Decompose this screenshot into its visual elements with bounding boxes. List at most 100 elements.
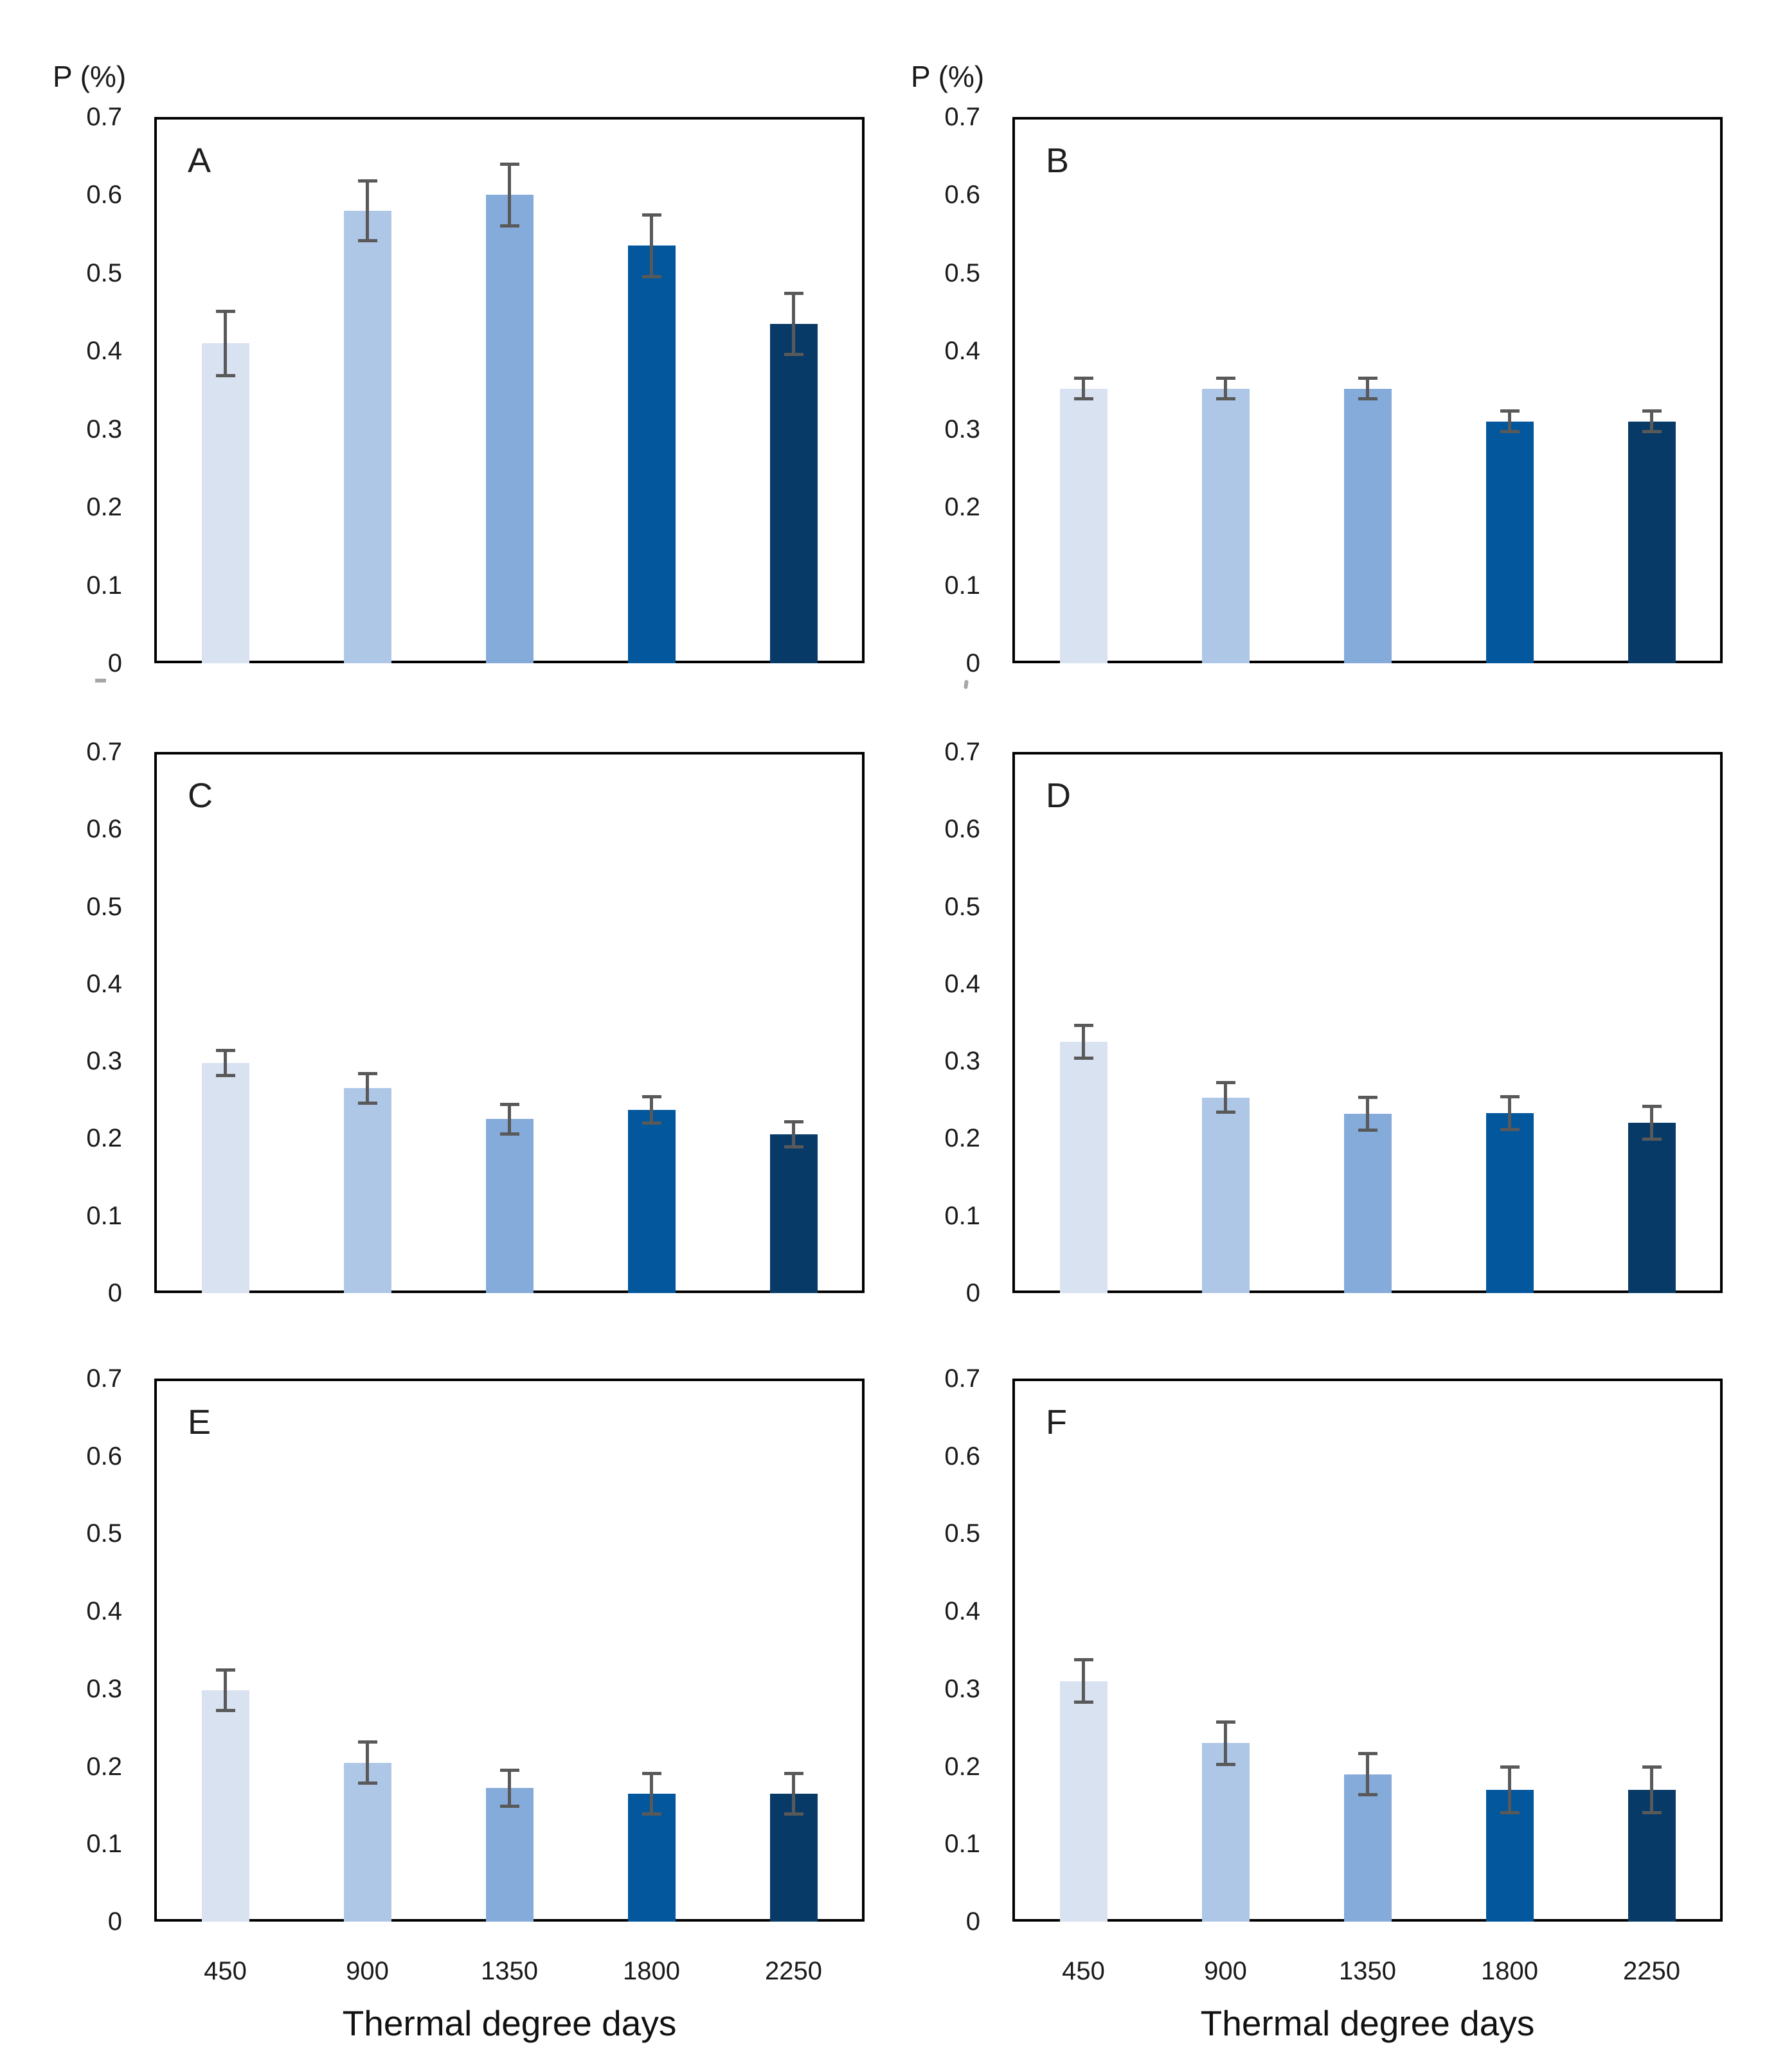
y-tick-label: 0.6 <box>944 1442 980 1470</box>
x-axis-title: Thermal degree days <box>342 2003 677 2043</box>
error-bar-cap-top <box>1500 409 1520 413</box>
error-bar <box>508 1105 511 1133</box>
x-tick-label: 2250 <box>765 1957 822 1985</box>
x-tick-label: 450 <box>1062 1957 1105 1985</box>
y-tick-label: 0.7 <box>944 738 980 766</box>
error-bar-cap-bottom <box>1500 1127 1520 1131</box>
y-tick-label: 0 <box>965 1279 980 1307</box>
y-tick-label: 0.5 <box>86 258 122 287</box>
panel-letter: E <box>188 1403 211 1442</box>
y-tick-label: 0.2 <box>86 493 122 522</box>
error-bar <box>1224 1722 1227 1764</box>
error-bar <box>792 1123 795 1147</box>
y-tick-label: 0.7 <box>86 103 122 131</box>
error-bar-cap-bottom <box>1358 397 1377 401</box>
bar <box>485 195 534 663</box>
error-bar-cap-top <box>784 1120 803 1124</box>
y-tick-label: 0.7 <box>944 1364 980 1393</box>
error-bar <box>224 312 227 375</box>
y-tick-label: 0.1 <box>86 571 122 600</box>
error-bar <box>650 1097 653 1123</box>
error-bar <box>1508 1097 1511 1129</box>
y-tick-label: 0.1 <box>944 1201 980 1230</box>
error-bar-cap-bottom <box>215 1709 235 1713</box>
bar <box>1201 1743 1250 1922</box>
y-tick-label: 0.1 <box>86 1201 122 1230</box>
y-tick-label: 0.6 <box>944 815 980 844</box>
bar <box>485 1788 534 1922</box>
error-bar <box>1650 412 1653 431</box>
error-bar-cap-bottom <box>499 1804 519 1808</box>
x-tick-label: 1800 <box>623 1957 680 1985</box>
y-tick-label: 0.2 <box>86 1124 122 1153</box>
error-bar-cap-bottom <box>1215 1111 1235 1114</box>
y-tick-label: 0 <box>107 1907 122 1936</box>
error-bar-cap-top <box>1500 1765 1520 1769</box>
y-tick-label: 0.4 <box>86 337 122 366</box>
error-bar-cap-bottom <box>1358 1128 1377 1132</box>
x-tick-label: 1350 <box>481 1957 538 1985</box>
y-tick-label: 0.4 <box>86 1597 122 1626</box>
error-bar-cap-top <box>499 1102 519 1106</box>
y-tick-label: 0.6 <box>86 1442 122 1470</box>
error-bar-cap-top <box>1073 1658 1093 1662</box>
error-bar <box>650 1774 653 1813</box>
bar <box>769 323 818 663</box>
y-tick-label: 0.3 <box>944 415 980 443</box>
y-tick-label: 0.4 <box>944 1597 980 1626</box>
error-bar-cap-bottom <box>499 224 519 228</box>
bar <box>1059 388 1108 663</box>
y-axis-title: P (%) <box>911 60 985 93</box>
bar <box>1628 421 1676 663</box>
error-bar <box>1366 379 1369 398</box>
bar <box>1201 1097 1250 1293</box>
error-bar-cap-bottom <box>215 1073 235 1077</box>
error-bar-cap-top <box>357 1740 377 1744</box>
bar <box>769 1134 818 1293</box>
x-tick-label: 900 <box>346 1957 389 1985</box>
y-tick-label: 0.3 <box>86 415 122 443</box>
error-bar-cap-bottom <box>1500 430 1520 434</box>
y-tick-label: 0.4 <box>86 969 122 998</box>
y-tick-label: 0.5 <box>944 1519 980 1548</box>
y-tick-label: 0 <box>965 649 980 677</box>
error-bar-cap-top <box>1358 377 1377 380</box>
bar <box>627 1109 676 1293</box>
error-bar-cap-bottom <box>1642 1810 1662 1814</box>
error-bar-cap-bottom <box>1215 1762 1235 1766</box>
y-tick-label: 0.7 <box>86 738 122 766</box>
error-bar-cap-bottom <box>499 1132 519 1136</box>
error-bar-cap-top <box>215 309 235 313</box>
bar <box>1059 1042 1108 1293</box>
error-bar-cap-top <box>641 1094 661 1098</box>
y-tick-label: 0.3 <box>86 1047 122 1076</box>
error-bar <box>1224 379 1227 398</box>
error-bar <box>366 1743 369 1782</box>
error-bar-cap-bottom <box>641 1812 661 1816</box>
y-tick-label: 0.1 <box>944 1830 980 1859</box>
panel-letter: A <box>188 141 211 180</box>
error-bar <box>1082 1661 1085 1702</box>
x-tick-label: 450 <box>204 1957 247 1985</box>
bar <box>1343 388 1392 663</box>
error-bar-cap-top <box>784 1771 803 1775</box>
error-bar-cap-top <box>1215 1081 1235 1085</box>
y-tick-label: 0.6 <box>86 815 122 844</box>
bar <box>1343 1113 1392 1293</box>
y-tick-label: 0.5 <box>86 1519 122 1548</box>
bar <box>1059 1681 1108 1922</box>
error-bar-cap-bottom <box>1500 1810 1520 1814</box>
error-bar-cap-bottom <box>215 373 235 377</box>
panel-letter: F <box>1046 1403 1067 1442</box>
error-bar-cap-bottom <box>1073 1701 1093 1704</box>
error-bar <box>508 165 511 225</box>
y-tick-label: 0.7 <box>944 103 980 131</box>
error-bar-cap-top <box>1500 1094 1520 1098</box>
y-tick-label: 0 <box>107 1279 122 1307</box>
y-tick-label: 0.3 <box>944 1674 980 1703</box>
error-bar-cap-bottom <box>1073 1057 1093 1060</box>
error-bar <box>224 1671 227 1710</box>
error-bar-cap-top <box>215 1668 235 1672</box>
x-axis-title: Thermal degree days <box>1200 2003 1535 2043</box>
